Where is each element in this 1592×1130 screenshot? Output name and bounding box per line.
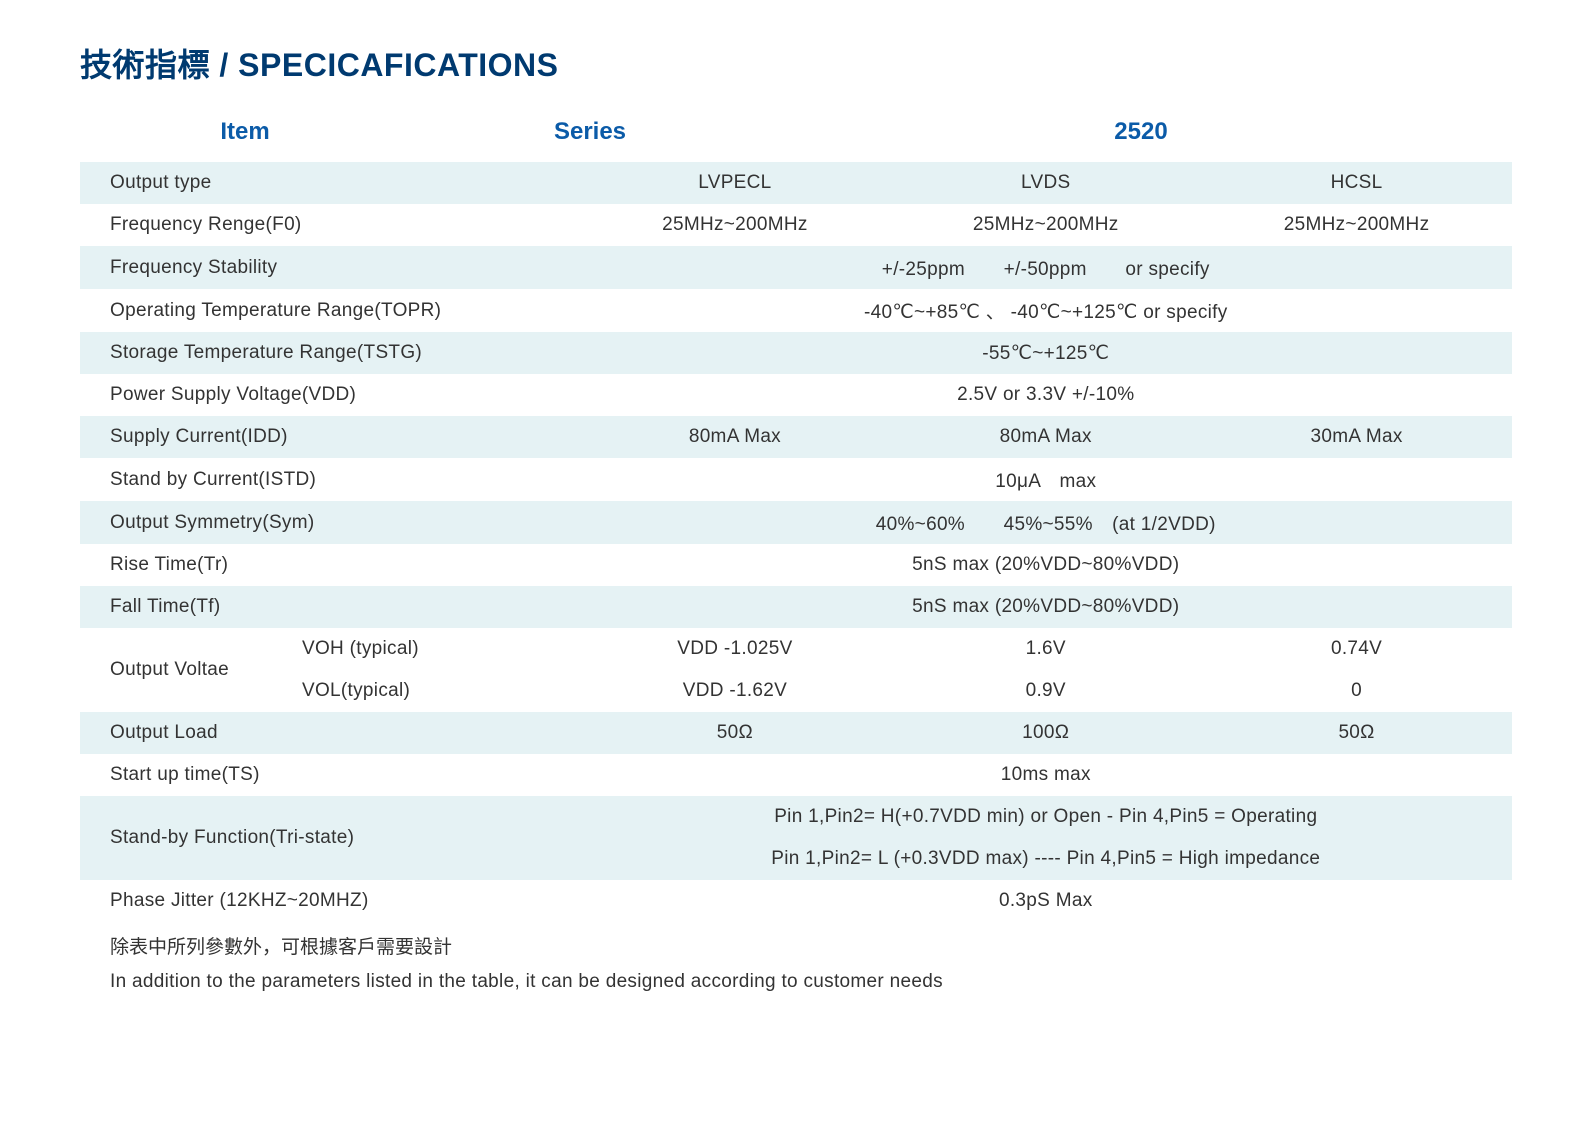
- row-value: VDD -1.62V: [580, 670, 891, 712]
- row-value: VDD -1.025V: [580, 628, 891, 670]
- row-value: 25MHz~200MHz: [1201, 204, 1512, 246]
- footnote-english: In addition to the parameters listed in …: [80, 965, 1512, 1003]
- row-value-merged: Pin 1,Pin2= L (+0.3VDD max) ---- Pin 4,P…: [580, 838, 1512, 880]
- row-value: LVPECL: [580, 162, 891, 204]
- row-value: HCSL: [1201, 162, 1512, 204]
- row-label: Operating Temperature Range(TOPR): [80, 289, 580, 332]
- table-row: Supply Current(IDD)80mA Max80mA Max30mA …: [80, 416, 1512, 458]
- row-value: 80mA Max: [890, 416, 1201, 458]
- row-value: 80mA Max: [580, 416, 891, 458]
- row-value-merged: 5nS max (20%VDD~80%VDD): [580, 544, 1512, 586]
- table-row: Frequency Stability+/-25ppm +/-50ppm or …: [80, 246, 1512, 289]
- row-label: Output Load: [80, 712, 580, 754]
- row-value: 0: [1201, 670, 1512, 712]
- row-value: 25MHz~200MHz: [890, 204, 1201, 246]
- row-value-merged: 5nS max (20%VDD~80%VDD): [580, 586, 1512, 628]
- row-label: Frequency Renge(F0): [80, 204, 580, 246]
- row-label: Rise Time(Tr): [80, 544, 580, 586]
- table-row: Frequency Renge(F0)25MHz~200MHz25MHz~200…: [80, 204, 1512, 246]
- table-row: Output Load50Ω100Ω50Ω: [80, 712, 1512, 754]
- table-row: Output Symmetry(Sym)40%~60% 45%~55% (at …: [80, 501, 1512, 544]
- row-label: Fall Time(Tf): [80, 586, 580, 628]
- row-label: Stand by Current(ISTD): [80, 458, 580, 501]
- footnote-chinese: 除表中所列參數外，可根據客戶需要設計: [80, 922, 1512, 965]
- row-label: Phase Jitter (12KHZ~20MHZ): [80, 880, 580, 922]
- row-label: Frequency Stability: [80, 246, 580, 289]
- table-row: Operating Temperature Range(TOPR)-40℃~+8…: [80, 289, 1512, 332]
- table-row: Rise Time(Tr)5nS max (20%VDD~80%VDD): [80, 544, 1512, 586]
- row-label: Output Symmetry(Sym): [80, 501, 580, 544]
- row-value: 30mA Max: [1201, 416, 1512, 458]
- table-row: Power Supply Voltage(VDD)2.5V or 3.3V +/…: [80, 374, 1512, 416]
- header-model: 2520: [770, 118, 1512, 146]
- row-value: 50Ω: [1201, 712, 1512, 754]
- row-value-merged: -40℃~+85℃ 、 -40℃~+125℃ or specify: [580, 289, 1512, 332]
- table-row: Phase Jitter (12KHZ~20MHZ)0.3pS Max: [80, 880, 1512, 922]
- table-row: Fall Time(Tf)5nS max (20%VDD~80%VDD): [80, 586, 1512, 628]
- table-row: Stand-by Function(Tri-state)Pin 1,Pin2= …: [80, 796, 1512, 838]
- row-value: 25MHz~200MHz: [580, 204, 891, 246]
- row-value: LVDS: [890, 162, 1201, 204]
- sub-label-voh: VOH (typical): [302, 628, 580, 670]
- row-label: Power Supply Voltage(VDD): [80, 374, 580, 416]
- row-value: 0.9V: [890, 670, 1201, 712]
- row-value: 100Ω: [890, 712, 1201, 754]
- row-label: Output type: [80, 162, 580, 204]
- row-value-merged: 40%~60% 45%~55% (at 1/2VDD): [580, 501, 1512, 544]
- header-item: Item: [80, 118, 410, 146]
- header-series: Series: [410, 118, 770, 146]
- page-title: 技術指標 / SPECICAFICATIONS: [80, 40, 1512, 86]
- row-value-merged: -55℃~+125℃: [580, 332, 1512, 374]
- row-value-merged: 10μA max: [580, 458, 1512, 501]
- row-value: 1.6V: [890, 628, 1201, 670]
- sub-label-vol: VOL(typical): [302, 670, 580, 712]
- row-value: 0.74V: [1201, 628, 1512, 670]
- row-value-merged: 0.3pS Max: [580, 880, 1512, 922]
- table-row: Stand by Current(ISTD)10μA max: [80, 458, 1512, 501]
- row-value-merged: Pin 1,Pin2= H(+0.7VDD min) or Open - Pin…: [580, 796, 1512, 838]
- table-row: Start up time(TS)10ms max: [80, 754, 1512, 796]
- row-label: Storage Temperature Range(TSTG): [80, 332, 580, 374]
- row-label: Supply Current(IDD): [80, 416, 580, 458]
- table-header-row: Item Series 2520: [80, 110, 1512, 162]
- row-value-merged: +/-25ppm +/-50ppm or specify: [580, 246, 1512, 289]
- row-label: Start up time(TS): [80, 754, 580, 796]
- row-label: Stand-by Function(Tri-state): [80, 796, 580, 880]
- table-row: Output VoltaeVOH (typical)VDD -1.025V1.6…: [80, 628, 1512, 670]
- row-value-merged: 10ms max: [580, 754, 1512, 796]
- table-row: Output typeLVPECLLVDSHCSL: [80, 162, 1512, 204]
- row-value: 50Ω: [580, 712, 891, 754]
- table-row: Storage Temperature Range(TSTG)-55℃~+125…: [80, 332, 1512, 374]
- row-value-merged: 2.5V or 3.3V +/-10%: [580, 374, 1512, 416]
- specifications-table: Output typeLVPECLLVDSHCSLFrequency Renge…: [80, 162, 1512, 922]
- row-label: Output Voltae: [80, 628, 302, 712]
